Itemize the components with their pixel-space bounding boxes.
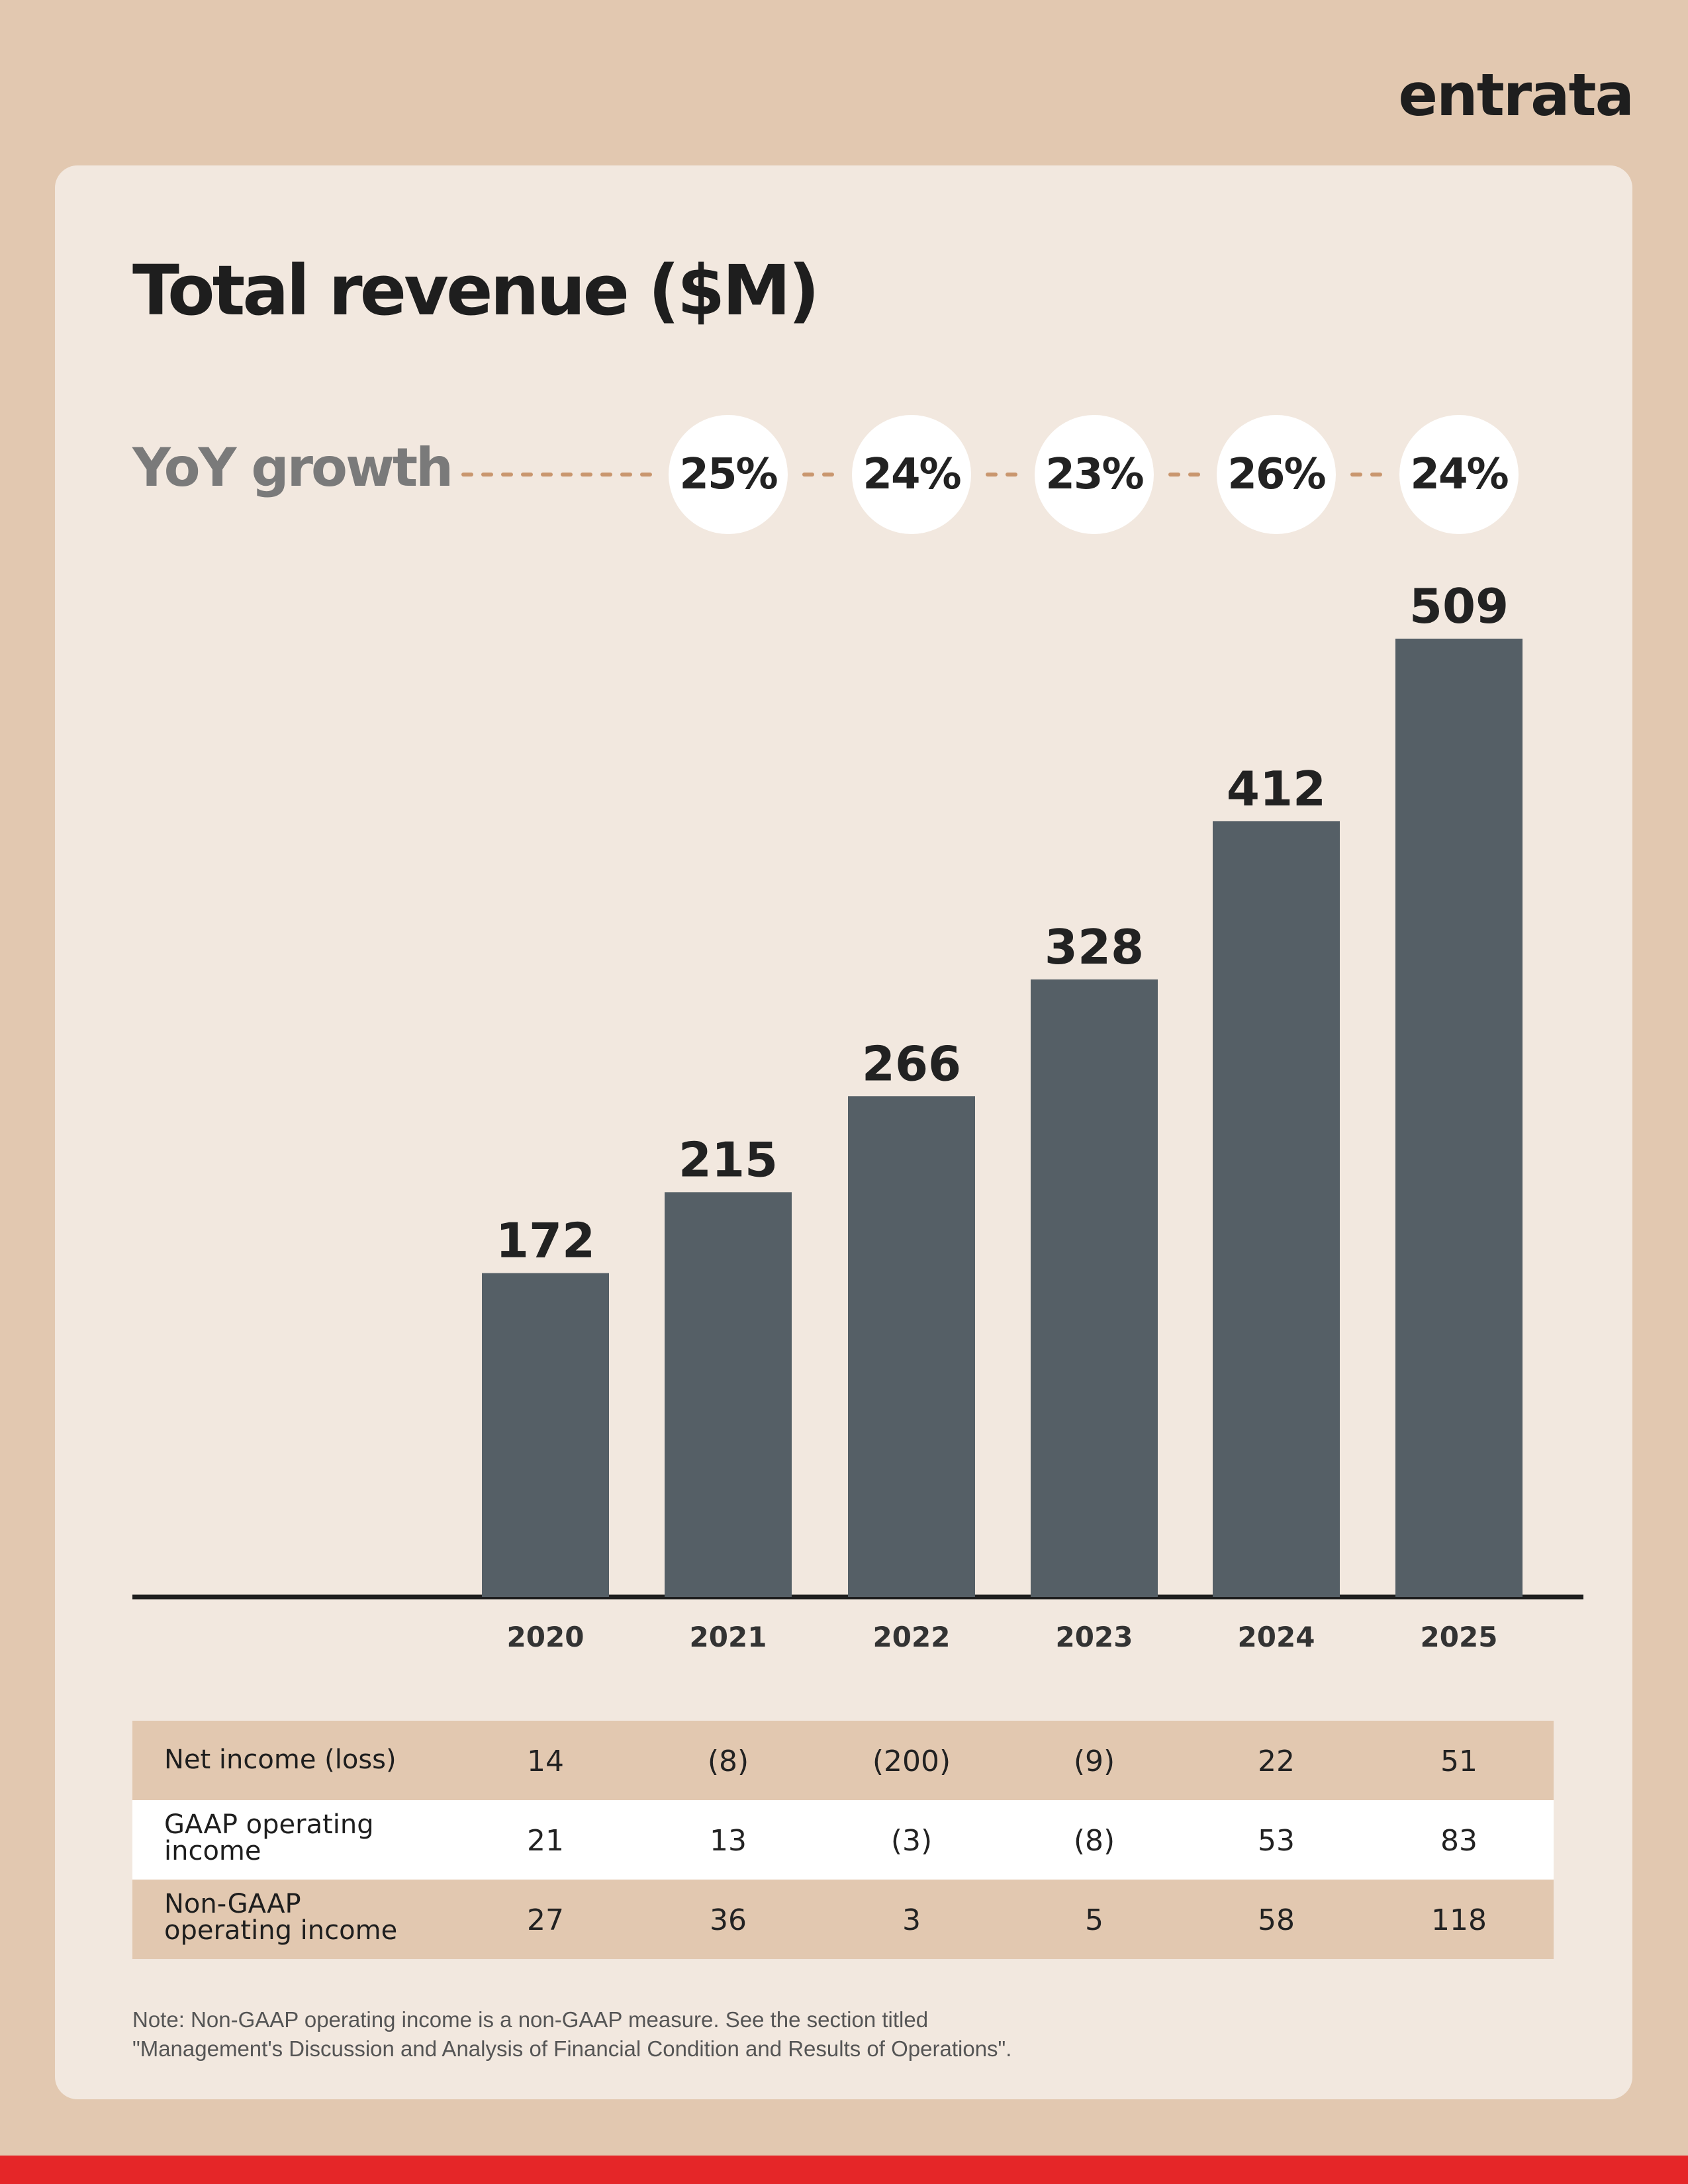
bar-2021 [665, 1192, 792, 1597]
bar-2024 [1213, 821, 1340, 1597]
bar-value-label-2023: 328 [1045, 919, 1144, 975]
table-cell-r3-2023: 5 [1085, 1903, 1103, 1937]
bar-2022 [848, 1096, 975, 1597]
table-cell-r2-2022: (3) [891, 1824, 932, 1858]
table-cell-r1-2024: 22 [1258, 1745, 1295, 1778]
footer-band [0, 2156, 1688, 2184]
table-cell-r2-2023: (8) [1074, 1824, 1115, 1858]
x-tick-label-2024: 2024 [1238, 1621, 1315, 1653]
table-cell-r3-2025: 118 [1431, 1903, 1487, 1937]
table-cell-r3-2021: 36 [710, 1903, 747, 1937]
x-tick-label-2025: 2025 [1421, 1621, 1498, 1653]
table-cell-r1-2023: (9) [1074, 1745, 1115, 1778]
bar-value-label-2022: 266 [862, 1036, 961, 1091]
table-cell-r1-2020: 14 [527, 1745, 564, 1778]
x-tick-label-2020: 2020 [507, 1621, 585, 1653]
table-row-3 [132, 1880, 1554, 1959]
x-tick-label-2023: 2023 [1056, 1621, 1133, 1653]
table-row-1 [132, 1721, 1554, 1800]
table-cell-r2-2020: 21 [527, 1824, 564, 1858]
yoy-growth-label: YoY growth [132, 437, 453, 498]
bar-2020 [482, 1273, 609, 1597]
table-cell-r1-2021: (8) [708, 1745, 749, 1778]
table-row-3-label-line-2: operating income [164, 1915, 397, 1946]
yoy-growth-circle-3: 23% [1035, 415, 1154, 534]
bar-value-label-2024: 412 [1227, 761, 1326, 817]
bar-value-label-2020: 172 [496, 1213, 595, 1269]
x-tick-label-2022: 2022 [873, 1621, 951, 1653]
table-cell-r3-2024: 58 [1258, 1903, 1295, 1937]
table-cell-r3-2020: 27 [527, 1903, 564, 1937]
bar-2023 [1031, 979, 1158, 1597]
bar-value-label-2021: 215 [679, 1132, 778, 1187]
table-cell-r3-2022: 3 [902, 1903, 921, 1937]
table-cell-r2-2025: 83 [1440, 1824, 1477, 1858]
footnote-line-2: "Management's Discussion and Analysis of… [132, 2036, 1012, 2061]
x-tick-label-2021: 2021 [690, 1621, 767, 1653]
yoy-growth-circle-4: 26% [1217, 415, 1336, 534]
bar-value-label-2025: 509 [1409, 578, 1509, 634]
table-cell-r2-2024: 53 [1258, 1824, 1295, 1858]
table-row-3-label-line-1: Non-GAAP [164, 1889, 301, 1919]
bar-2025 [1395, 639, 1523, 1597]
table-cell-r1-2022: (200) [872, 1745, 951, 1778]
yoy-growth-circle-5: 24% [1399, 415, 1519, 534]
entrata-logo: entrata [1398, 61, 1634, 129]
yoy-growth-circle-2: 24% [852, 415, 971, 534]
table-cell-r1-2025: 51 [1440, 1745, 1477, 1778]
table-cell-r2-2021: 13 [710, 1824, 747, 1858]
chart-title: Total revenue ($M) [132, 250, 820, 331]
table-row-1-label-line-1: Net income (loss) [164, 1745, 397, 1775]
table-row-2 [132, 1800, 1554, 1880]
footnote: Note: Non-GAAP operating income is a non… [132, 2005, 1390, 2064]
table-row-2-label-line-1: GAAP operating [164, 1809, 374, 1840]
table-row-2-label-line-2: income [164, 1836, 261, 1866]
footnote-line-1: Note: Non-GAAP operating income is a non… [132, 2007, 929, 2032]
yoy-growth-circle-1: 25% [669, 415, 788, 534]
